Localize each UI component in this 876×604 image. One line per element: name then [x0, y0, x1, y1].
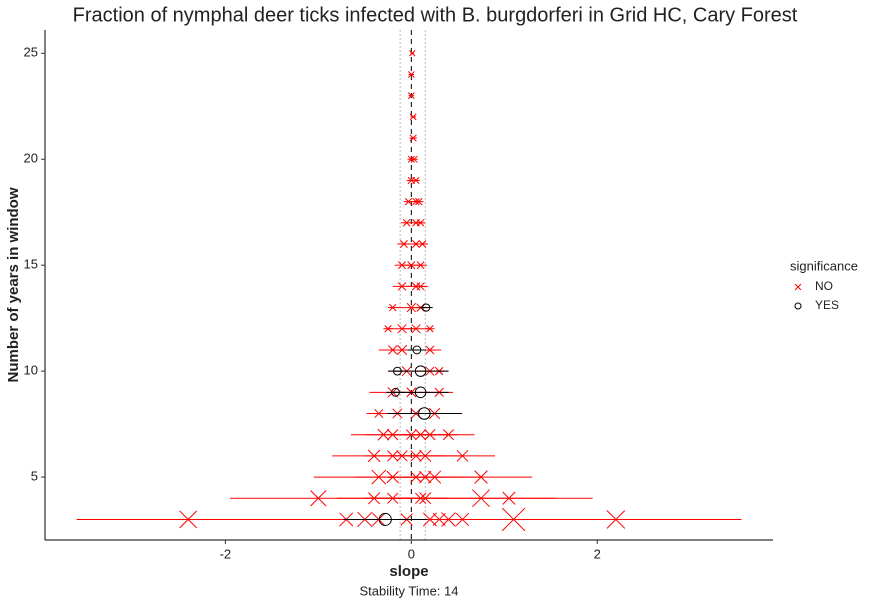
point: [502, 491, 516, 505]
x-tick-label: 0: [408, 546, 415, 561]
point: [419, 449, 432, 463]
point: [418, 240, 427, 248]
y-tick-label: 10: [24, 363, 38, 378]
caption: Stability Time: 14: [360, 583, 459, 598]
point: [415, 197, 423, 206]
x-tick-label: -2: [220, 546, 232, 561]
y-tick-label: 25: [24, 45, 38, 60]
point: [389, 303, 397, 312]
y-tick-label: 15: [24, 257, 38, 272]
point: [409, 113, 417, 121]
point: [414, 386, 427, 399]
point: [407, 71, 415, 78]
point: [411, 324, 421, 334]
x-tick-label: 2: [594, 546, 601, 561]
point: [412, 345, 422, 355]
y-tick-label: 5: [31, 469, 38, 484]
point: [606, 510, 626, 529]
point: [397, 282, 407, 291]
point: [179, 510, 198, 529]
point: [426, 325, 434, 333]
point: [396, 344, 408, 355]
legend-title: significance: [790, 258, 858, 273]
point: [456, 449, 469, 462]
point: [409, 50, 416, 57]
legend-marker: [794, 283, 802, 291]
series: [76, 50, 742, 532]
point: [378, 512, 392, 526]
point: [474, 470, 488, 484]
legend-label: YES: [815, 298, 839, 312]
point: [404, 197, 413, 206]
y-axis-label: Number of years in window: [5, 187, 22, 382]
point: [310, 490, 327, 507]
point: [422, 303, 431, 312]
point: [407, 261, 416, 270]
x-axis-label: slope: [389, 563, 428, 580]
y-tick-label: 20: [24, 151, 38, 166]
point: [407, 92, 415, 100]
point: [410, 155, 418, 163]
point: [397, 261, 407, 270]
point: [425, 345, 435, 355]
point: [409, 134, 417, 142]
point: [416, 261, 425, 270]
point: [418, 407, 431, 420]
point: [399, 240, 408, 248]
point: [412, 176, 420, 184]
legend-label: NO: [815, 279, 833, 293]
series: [343, 303, 462, 526]
point: [402, 218, 411, 227]
point: [414, 365, 427, 377]
point: [442, 429, 455, 441]
point: [416, 282, 425, 291]
point: [416, 219, 425, 227]
legend-marker: [794, 302, 802, 310]
chart-title: Fraction of nymphal deer ticks infected …: [73, 4, 798, 26]
point: [412, 240, 420, 248]
